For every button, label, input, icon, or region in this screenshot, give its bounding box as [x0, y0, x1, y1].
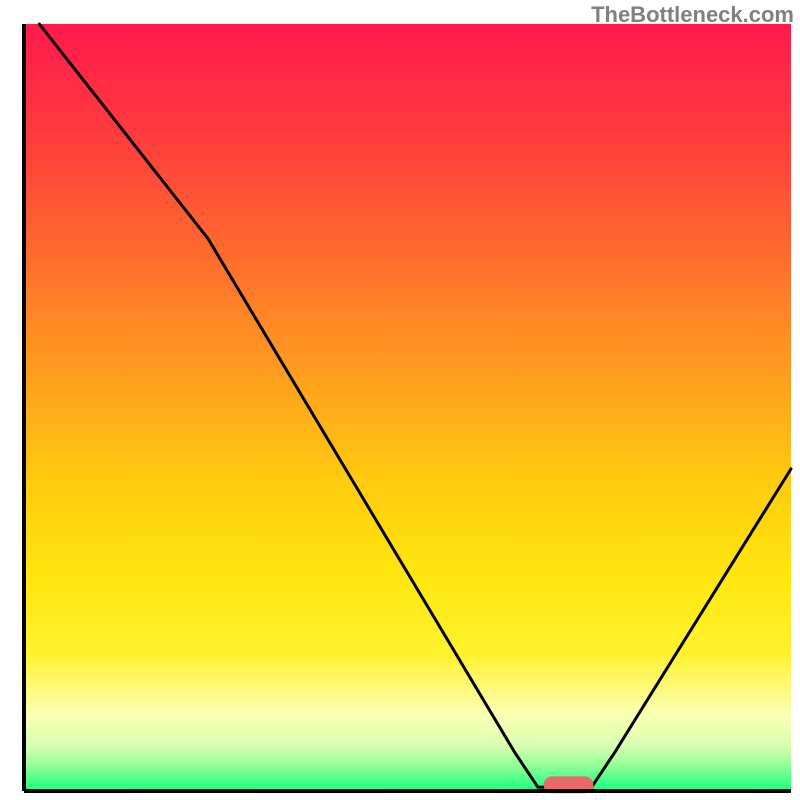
gradient-background: [24, 24, 791, 791]
bottleneck-chart: [0, 0, 800, 800]
watermark-text: TheBottleneck.com: [591, 2, 794, 28]
chart-container: TheBottleneck.com: [0, 0, 800, 800]
